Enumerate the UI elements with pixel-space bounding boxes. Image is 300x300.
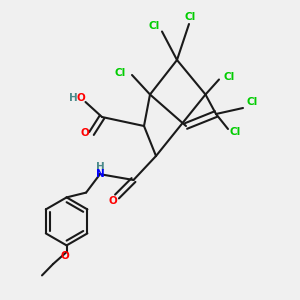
Text: Cl: Cl [115,68,126,79]
Text: Cl: Cl [185,11,196,22]
Text: O: O [60,251,69,261]
Text: Cl: Cl [246,97,258,107]
Text: H: H [96,162,105,172]
Text: Cl: Cl [149,21,160,31]
Text: O: O [80,128,89,139]
Text: O: O [76,93,85,103]
Text: N: N [96,169,105,179]
Text: Cl: Cl [224,71,235,82]
Text: Cl: Cl [230,127,241,137]
Text: O: O [108,196,117,206]
Text: H: H [68,93,77,103]
